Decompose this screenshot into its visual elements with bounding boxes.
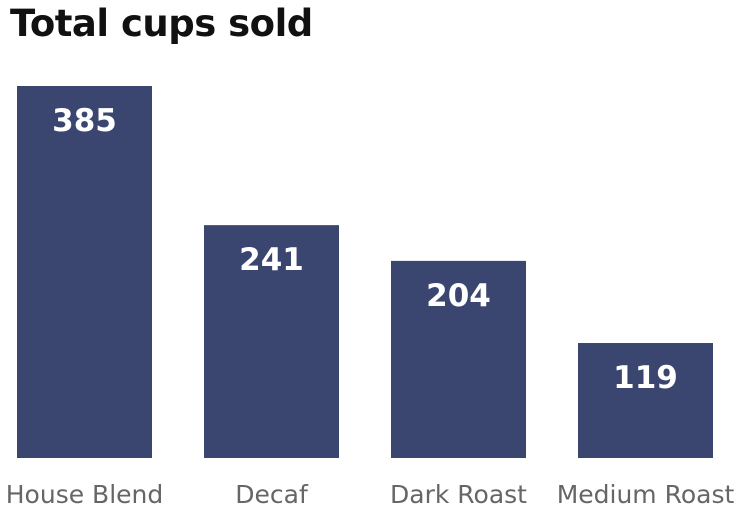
bar-decaf bbox=[204, 225, 339, 458]
category-labels-group: House Blend Decaf Dark Roast Medium Roast bbox=[6, 480, 735, 509]
category-label: Dark Roast bbox=[390, 480, 527, 509]
bar-dark-roast bbox=[391, 260, 526, 458]
category-label: Decaf bbox=[235, 480, 309, 509]
bar-value-label: 204 bbox=[426, 278, 491, 314]
bar-value-label: 119 bbox=[613, 360, 678, 396]
chart-title: Total cups sold bbox=[10, 2, 313, 45]
bar-house-blend bbox=[17, 86, 152, 458]
category-label: Medium Roast bbox=[557, 480, 735, 509]
bars-group bbox=[17, 86, 713, 458]
bar-value-label: 385 bbox=[52, 103, 117, 139]
value-labels-group: 385 241 204 119 bbox=[52, 103, 678, 396]
bar-medium-roast bbox=[578, 343, 713, 458]
bar-value-label: 241 bbox=[239, 242, 304, 278]
category-label: House Blend bbox=[6, 480, 163, 509]
